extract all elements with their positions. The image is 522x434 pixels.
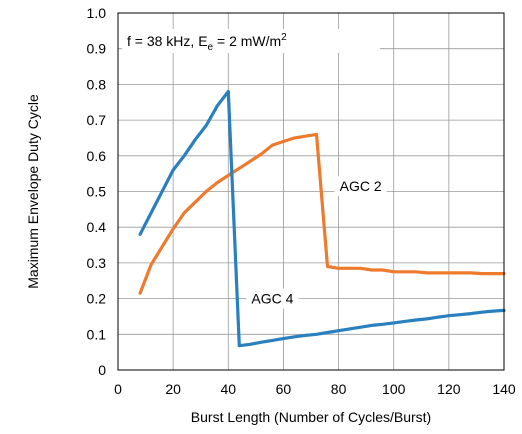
series-group xyxy=(138,89,506,348)
y-tick-label: 0.8 xyxy=(87,76,107,92)
annotation-agc-2: AGC 2 xyxy=(340,178,382,194)
series-line-agc-4 xyxy=(138,89,506,348)
condition-box xyxy=(122,29,380,53)
x-axis-title: Burst Length (Number of Cycles/Burst) xyxy=(191,409,431,425)
annotation-bg xyxy=(334,176,387,197)
y-axis-title: Maximum Envelope Duty Cycle xyxy=(25,94,41,289)
x-tick-label: 0 xyxy=(114,381,122,397)
y-tick-label: 0.2 xyxy=(87,291,107,307)
y-tick-label: 0.5 xyxy=(87,184,107,200)
x-tick-label: 80 xyxy=(331,381,347,397)
annotation-agc-4: AGC 4 xyxy=(251,291,293,307)
y-tick-label: 0 xyxy=(98,362,106,378)
annotation-bg xyxy=(246,288,299,309)
y-tick-label: 1.0 xyxy=(87,5,107,21)
y-tick-label: 0.9 xyxy=(87,41,107,57)
x-tick-label: 20 xyxy=(165,381,181,397)
y-tick-label: 0.7 xyxy=(87,112,107,128)
y-tick-label: 0.4 xyxy=(87,219,107,235)
series-line-agc-2 xyxy=(138,132,506,295)
x-tick-label: 120 xyxy=(437,381,461,397)
x-tick-labels: 0 20 40 60 80 100 120 140 xyxy=(114,381,516,397)
y-tick-label: 0.6 xyxy=(87,148,107,164)
condition-label: f = 38 kHz, Ee = 2 mW/m2 xyxy=(127,32,287,53)
y-tick-label: 0.1 xyxy=(87,326,107,342)
x-tick-label: 140 xyxy=(492,381,516,397)
x-tick-label: 60 xyxy=(276,381,292,397)
annotations-group: AGC 2 AGC 4 xyxy=(246,176,387,309)
y-tick-label: 0.3 xyxy=(87,255,107,271)
x-tick-label: 100 xyxy=(382,381,406,397)
y-tick-labels: 0 0.1 0.2 0.3 0.4 0.5 0.6 0.7 0.8 0.9 1.0 xyxy=(87,5,107,378)
plot-frame xyxy=(117,12,505,371)
x-tick-label: 40 xyxy=(220,381,236,397)
